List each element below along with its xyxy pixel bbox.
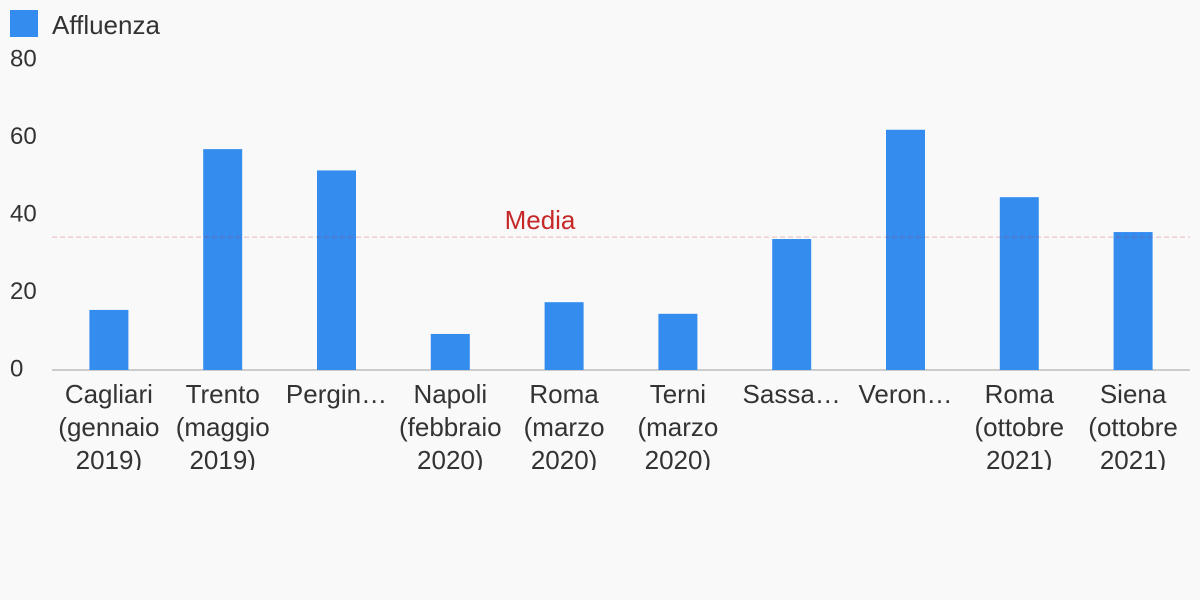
reference-label: Media — [505, 205, 576, 235]
x-tick-label: Pergin… — [285, 379, 388, 409]
y-tick-label: 0 — [10, 355, 23, 382]
y-tick-label: 40 — [10, 200, 37, 227]
x-tick-label: Sassa… — [742, 379, 841, 409]
x-tick-label: Roma (ottobre 2021) — [974, 379, 1065, 470]
x-tick-label: Veron… — [858, 379, 953, 409]
x-tick-label: Napoli (febbraio 2020) — [398, 379, 502, 470]
x-tick-label: Roma (marzo 2020) — [523, 379, 605, 470]
y-tick-label: 60 — [10, 123, 37, 150]
x-tick-label: Cagliari (gennaio 2019) — [58, 379, 160, 470]
y-tick-label: 20 — [10, 278, 37, 305]
bar — [430, 333, 470, 370]
legend-swatch — [10, 10, 38, 37]
x-tick-label: Siena (ottobre 2021) — [1088, 379, 1178, 470]
bar — [544, 302, 584, 370]
bar — [658, 313, 698, 370]
y-tick-label: 80 — [10, 45, 37, 72]
x-tick-label: Trento (maggio 2019) — [175, 379, 270, 470]
bar — [999, 197, 1039, 370]
bar — [886, 129, 925, 370]
x-tick-label: Terni (marzo 2020) — [637, 379, 719, 470]
bar — [203, 149, 243, 370]
bar — [1113, 232, 1153, 370]
bar — [772, 239, 812, 370]
bar — [317, 170, 356, 370]
bar — [89, 309, 129, 370]
legend-label: Affluenza — [52, 10, 160, 40]
